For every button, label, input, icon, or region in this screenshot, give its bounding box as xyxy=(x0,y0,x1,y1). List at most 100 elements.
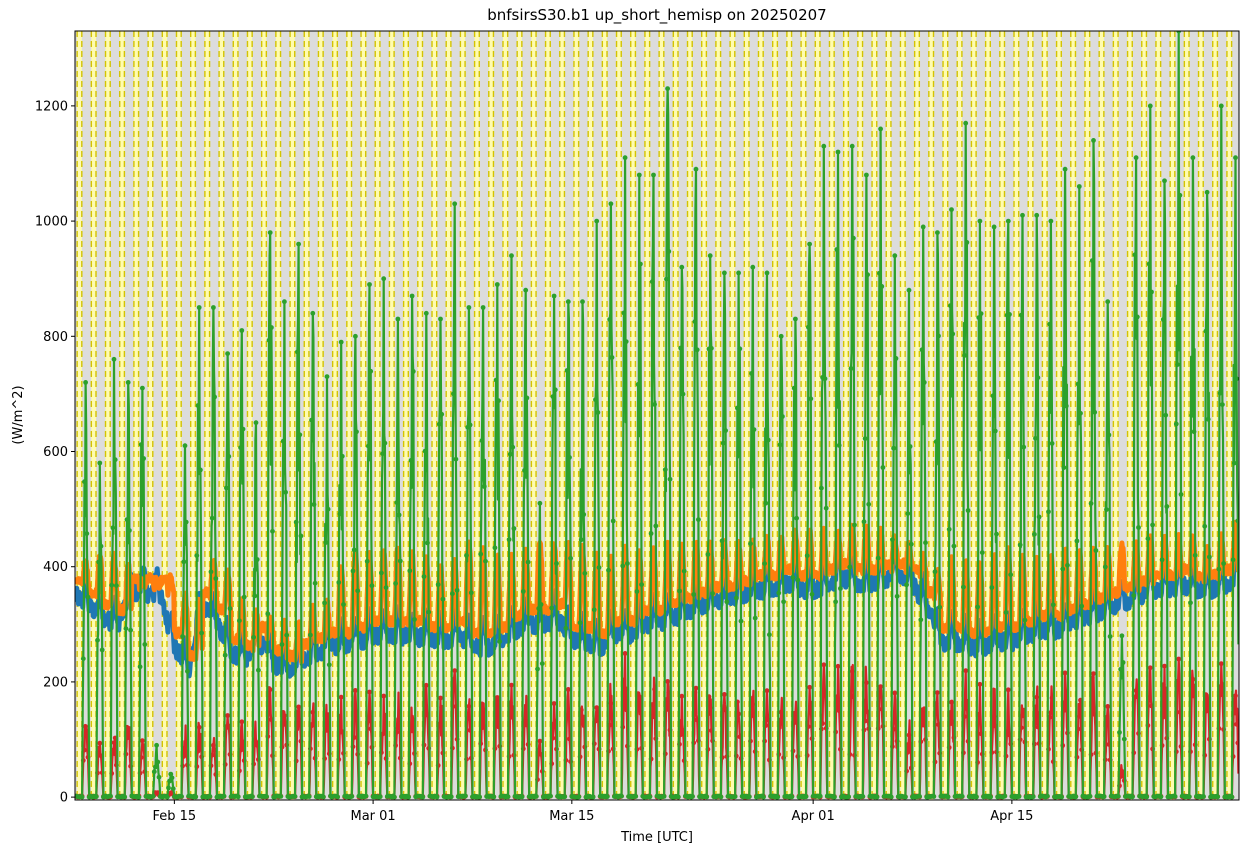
night-band xyxy=(176,31,182,800)
series-point xyxy=(865,272,870,278)
night-band xyxy=(857,31,863,800)
series-point xyxy=(335,794,340,800)
series-point xyxy=(209,515,215,521)
series-point xyxy=(225,713,231,718)
night-band xyxy=(389,31,395,800)
series-point xyxy=(367,282,372,287)
night-band xyxy=(119,31,125,800)
series-point xyxy=(395,316,401,322)
series-point xyxy=(777,442,783,448)
y-tick-label: 1000 xyxy=(35,215,68,230)
series-point xyxy=(496,398,501,404)
series-point xyxy=(108,793,113,799)
series-point xyxy=(823,505,829,511)
series-point xyxy=(578,537,584,543)
night-band xyxy=(290,31,295,800)
series-point xyxy=(297,432,303,438)
night-band xyxy=(488,31,494,800)
night-band xyxy=(1042,31,1048,800)
series-point xyxy=(932,569,938,575)
series-point xyxy=(964,240,970,245)
series-point xyxy=(735,405,740,411)
series-point xyxy=(141,456,147,461)
series-point xyxy=(308,632,313,638)
series-point xyxy=(282,713,287,718)
series-point xyxy=(1050,602,1056,608)
series-point xyxy=(254,557,260,562)
series-point xyxy=(977,218,983,224)
series-point xyxy=(83,724,88,729)
series-point xyxy=(379,570,384,576)
series-point xyxy=(977,681,983,687)
night-band xyxy=(1056,31,1062,800)
series-point xyxy=(1106,432,1112,438)
series-point xyxy=(1149,289,1154,295)
series-point xyxy=(935,690,940,695)
series-point xyxy=(866,501,872,507)
series-point xyxy=(1104,507,1109,512)
series-point xyxy=(1203,328,1209,334)
series-point xyxy=(989,585,995,590)
night-band xyxy=(957,31,962,800)
x-tick-label: Apr 01 xyxy=(792,809,835,824)
series-point xyxy=(723,428,728,433)
series-point xyxy=(1178,492,1184,497)
series-point xyxy=(280,438,286,444)
night-band xyxy=(730,31,735,800)
series-point xyxy=(690,794,695,799)
series-point xyxy=(282,299,287,305)
series-point xyxy=(975,604,980,610)
series-point xyxy=(665,679,670,684)
night-band xyxy=(1014,31,1019,800)
night-band xyxy=(644,31,650,800)
series-point xyxy=(267,687,273,692)
series-point xyxy=(1073,794,1079,800)
plot-area xyxy=(75,31,1239,800)
series-point xyxy=(85,594,91,600)
series-point xyxy=(110,525,116,531)
series-point xyxy=(479,438,485,443)
series-point xyxy=(182,443,188,449)
series-point xyxy=(380,451,385,457)
series-point xyxy=(950,331,956,337)
series-point xyxy=(293,519,299,525)
series-point xyxy=(948,303,953,309)
series-point xyxy=(225,351,231,356)
series-point xyxy=(765,437,771,443)
night-band xyxy=(77,31,82,800)
series-point xyxy=(478,551,484,557)
series-point xyxy=(933,439,939,445)
series-point xyxy=(1159,557,1165,563)
series-point xyxy=(791,385,797,391)
night-band xyxy=(1099,31,1104,800)
series-point xyxy=(994,531,999,537)
series-point xyxy=(436,421,442,427)
series-point xyxy=(822,376,828,382)
series-point xyxy=(367,689,372,695)
series-point xyxy=(679,693,685,699)
night-band xyxy=(1198,31,1204,800)
series-point xyxy=(137,664,143,670)
series-point xyxy=(453,456,459,462)
series-point xyxy=(1045,793,1050,799)
night-band xyxy=(190,31,196,800)
series-point xyxy=(392,794,397,800)
series-point xyxy=(438,695,443,701)
series-point xyxy=(366,443,371,449)
series-point xyxy=(907,444,913,449)
series-point xyxy=(412,617,417,622)
series-point xyxy=(84,531,90,536)
series-point xyxy=(1020,713,1025,719)
series-point xyxy=(949,699,954,705)
series-point xyxy=(904,582,909,588)
series-point xyxy=(1190,676,1196,682)
night-band xyxy=(1113,31,1119,800)
series-point xyxy=(874,794,880,800)
series-point xyxy=(237,618,242,624)
series-point xyxy=(693,685,699,691)
y-axis-label: (W/m^2) xyxy=(11,385,26,444)
series-point xyxy=(990,393,996,399)
series-point xyxy=(908,541,914,547)
series-point xyxy=(835,149,841,155)
series-point xyxy=(251,634,256,640)
